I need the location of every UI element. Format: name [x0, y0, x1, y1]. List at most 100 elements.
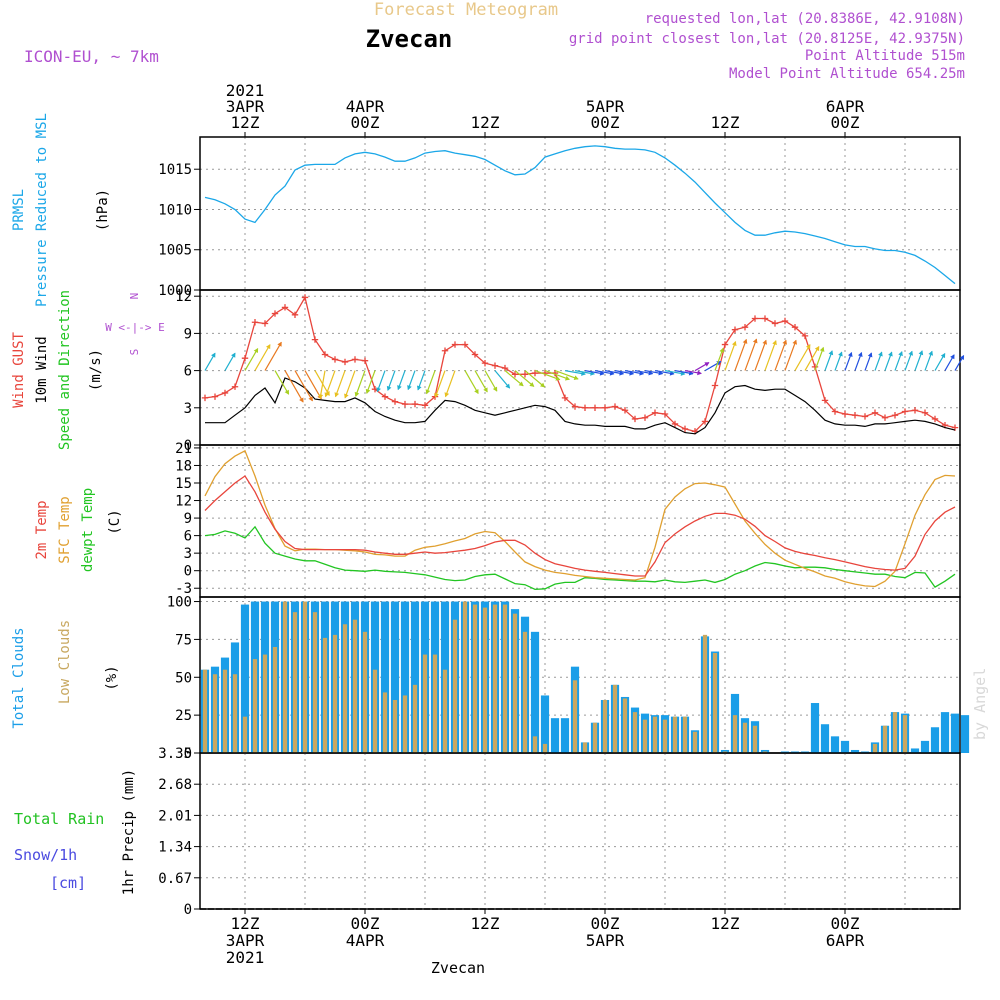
wind-direction-arrow	[264, 341, 282, 371]
wind-arrow-head	[888, 351, 893, 357]
gust-marker	[651, 409, 659, 416]
wind-arrow-head	[231, 352, 236, 358]
wind-arrow-head	[505, 383, 511, 389]
wind-direction-arrow	[344, 370, 356, 399]
total-cloud-bar	[410, 601, 420, 753]
low-cloud-bar	[522, 631, 528, 753]
wind-arrow-head	[284, 389, 289, 395]
total-cloud-bar	[800, 751, 810, 753]
gust-marker	[491, 362, 499, 369]
model-altitude: Model Point Altitude 654.25m	[729, 66, 965, 82]
low-cloud-bar	[212, 674, 218, 753]
top-time-label: 00Z	[591, 113, 620, 132]
low-cloud-bar	[682, 716, 688, 753]
total-cloud-bar	[930, 727, 940, 753]
wind-arrow-head	[318, 394, 324, 399]
wind-label: 10m Wind	[34, 336, 50, 403]
wind-arrow-head	[324, 392, 330, 398]
wind-arrow-head	[658, 370, 664, 376]
total-cloud-bar	[390, 601, 400, 753]
panel-4: 0 25 50 75 100	[167, 595, 970, 762]
total-cloud-bar	[850, 749, 860, 753]
panel-2: 0 3 6 9 12	[175, 289, 965, 454]
wind-arrow-head	[898, 351, 903, 357]
total-cloud-bar	[820, 724, 830, 753]
low-cloud-bar	[292, 612, 298, 753]
wind-arrow-head	[814, 346, 820, 352]
wind-arrow-head	[529, 382, 535, 387]
wind-arrow-head	[847, 351, 853, 357]
wind-arrow-head	[639, 370, 645, 376]
wind-arrow-head	[483, 387, 488, 393]
low-cloud-bar	[312, 612, 318, 753]
wind-arrow-head	[555, 376, 561, 381]
gust-marker	[311, 336, 319, 343]
wind-arrow-head	[805, 344, 811, 350]
y-tick-label: 9	[184, 326, 192, 342]
gust-marker	[591, 404, 599, 411]
y-tick-label: 3	[184, 401, 192, 417]
wind-arrow-head	[819, 346, 825, 352]
low-cloud-bar	[222, 669, 228, 753]
wind-direction-arrow	[804, 346, 820, 371]
y-tick-label: 25	[175, 708, 192, 724]
wind-direction-arrow	[524, 370, 545, 388]
low-cloud-bar	[662, 719, 668, 753]
wind-direction-arrow	[444, 370, 456, 397]
low-cloud-bar	[272, 646, 278, 753]
low-cloud-bar	[372, 669, 378, 753]
gust-marker	[461, 341, 469, 348]
total-cloud-bar	[790, 751, 800, 753]
precip-unit: 1hr Precip (mm)	[121, 769, 137, 895]
wind-direction-arrow	[764, 340, 777, 371]
wind-direction-arrow	[724, 341, 737, 371]
y-tick-label: 100	[167, 595, 192, 611]
wind-direction-arrow	[474, 370, 488, 393]
gust-marker	[891, 412, 899, 419]
low-cloud-bar	[892, 712, 898, 753]
bottom-time-label: 00Z	[591, 914, 620, 933]
wind-arrow-head	[828, 350, 834, 356]
wind-arrow-head	[878, 351, 883, 357]
wind-direction-arrow	[534, 370, 561, 381]
gust-marker	[621, 407, 629, 414]
total-cloud-bar	[920, 740, 930, 753]
wind-arrow-head	[940, 353, 946, 359]
wind-arrow-head	[918, 350, 924, 356]
total-cloud-bar	[950, 713, 960, 753]
gust-marker	[661, 410, 669, 418]
panels: 1000100510101015036912-30369121518210255…	[158, 81, 970, 967]
temp-unit: (C)	[107, 509, 123, 534]
gust-marker	[521, 371, 529, 378]
low-cloud-bar	[462, 601, 468, 753]
gust-marker	[261, 320, 269, 327]
gust-marker	[831, 408, 839, 415]
total-cloud-bar	[380, 601, 390, 753]
y-tick-label: 12	[175, 494, 192, 510]
panel-1: 1000 1005 1010 1015	[158, 136, 961, 299]
point-altitude: Point Altitude 515m	[805, 48, 965, 64]
wind-unit: (m/s)	[88, 349, 104, 391]
wind-arrow-head	[265, 344, 271, 350]
meteogram-title: Forecast Meteogram	[374, 0, 558, 20]
wind-arrow-head	[253, 347, 259, 354]
low-cloud-bar	[382, 692, 388, 753]
low-cloud-bar	[472, 604, 478, 753]
total-cloud-bar	[780, 751, 790, 753]
bottom-time-label: 12Z	[231, 914, 260, 933]
top-time-label: 2021	[226, 81, 265, 100]
wind-direction-arrow	[754, 340, 767, 371]
wind-arrow-head	[959, 354, 965, 361]
y-tick-label: 18	[175, 458, 192, 474]
wind-arrow-head	[474, 388, 479, 395]
wind-direction-arrow	[744, 338, 758, 371]
wind-direction-arrow	[324, 370, 336, 397]
low-cloud-bar	[422, 654, 428, 753]
wind-direction-arrow	[504, 370, 524, 387]
low-cloud-bar	[232, 674, 238, 753]
gust-marker	[241, 355, 249, 362]
gust-marker	[761, 315, 769, 322]
total-cloud-bar	[940, 712, 950, 753]
